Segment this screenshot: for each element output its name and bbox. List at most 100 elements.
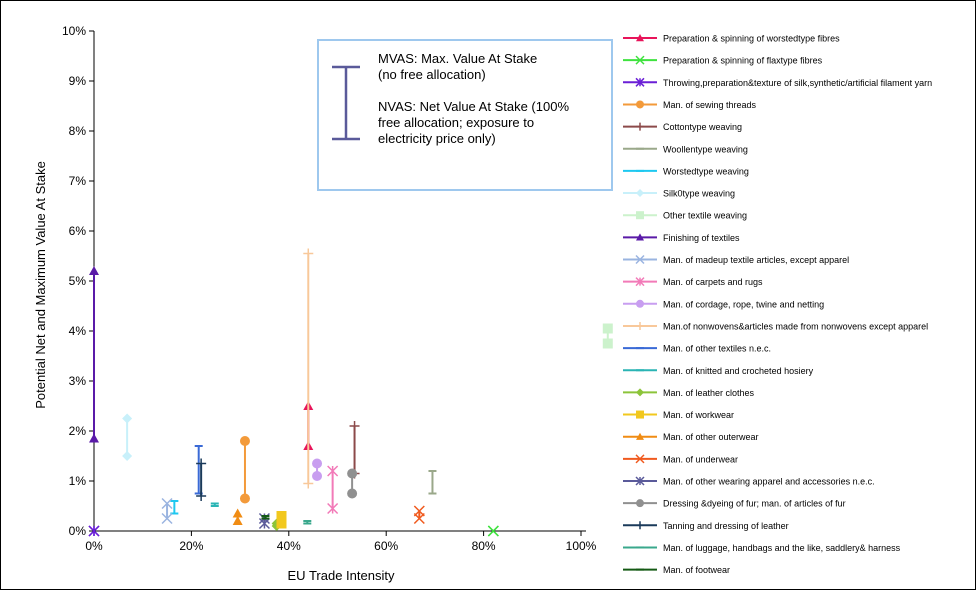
annotation-mvas: MVAS: Max. Value At Stake <box>378 51 537 66</box>
legend-marker <box>636 388 644 397</box>
legend-label: Man. of cordage, rope, twine and netting <box>663 299 824 309</box>
series-group <box>428 470 437 495</box>
legend-entry: Man. of carpets and rugs <box>623 277 763 287</box>
legend-label: Dressing &dyeing of fur; man. of article… <box>663 499 846 509</box>
y-tick-label: 8% <box>69 124 87 138</box>
mvas-point <box>122 413 133 424</box>
annotation-nvas-note2: electricity price only) <box>378 131 496 146</box>
legend-marker <box>636 521 644 530</box>
nvas-point <box>89 433 99 443</box>
legend-label: Finishing of textiles <box>663 233 740 243</box>
series-group <box>122 413 133 461</box>
y-tick-label: 2% <box>69 424 87 438</box>
nvas-point <box>347 488 358 499</box>
legend-label: Throwing,preparation&texture of silk,syn… <box>663 78 932 88</box>
legend-marker <box>636 122 644 131</box>
series-group <box>89 266 99 443</box>
y-tick-label: 6% <box>69 224 87 238</box>
series-group <box>602 323 613 349</box>
legend-marker <box>636 233 644 241</box>
nvas-point <box>327 502 339 515</box>
legend-entry: Finishing of textiles <box>623 233 740 243</box>
legend-label: Man. of leather clothes <box>663 388 755 398</box>
mvas-point <box>487 525 499 537</box>
mvas-point <box>161 497 173 510</box>
y-tick-label: 0% <box>69 524 87 538</box>
legend-entry: Preparation & spinning of flaxtype fibre… <box>623 55 823 66</box>
legend-entry: Man. of other wearing apparel and access… <box>623 476 875 487</box>
series-group <box>303 248 314 489</box>
legend-label: Worstedtype weaving <box>663 166 749 176</box>
legend-marker <box>635 476 645 486</box>
legend-label: Man. of other wearing apparel and access… <box>663 477 875 487</box>
series-group <box>413 505 425 525</box>
annotation-box: MVAS: Max. Value At Stake (no free alloc… <box>317 39 613 191</box>
x-tick-label: 60% <box>374 539 398 553</box>
x-tick-label: 20% <box>179 539 203 553</box>
legend-label: Cottontype weaving <box>663 122 742 132</box>
mvas-point <box>88 525 100 537</box>
legend-label: Other textile weaving <box>663 211 747 221</box>
legend-marker <box>635 77 645 87</box>
legend-entry: Man. of workwear <box>623 410 734 420</box>
annotation-nvas: NVAS: Net Value At Stake (100% <box>378 99 569 114</box>
series-group <box>261 515 270 520</box>
series-group <box>312 458 323 481</box>
nvas-point <box>196 491 207 501</box>
legend-marker <box>636 499 644 508</box>
legend-label: Man.of nonwovens&articles made from nonw… <box>663 321 928 331</box>
series-group <box>347 468 358 499</box>
nvas-point <box>303 478 314 489</box>
legend-marker <box>636 211 644 220</box>
nvas-point <box>122 451 133 461</box>
mvas-point <box>239 436 250 446</box>
nvas-point <box>312 471 323 481</box>
y-tick-label: 3% <box>69 374 87 388</box>
legend-entry: Man. of footwear <box>623 565 730 575</box>
mvas-point <box>413 505 425 517</box>
series-group <box>276 511 287 529</box>
nvas-point <box>239 493 250 504</box>
series-group <box>88 525 100 537</box>
x-tick-label: 40% <box>277 539 301 553</box>
legend-label: Man. of sewing threads <box>663 100 757 110</box>
x-axis-label: EU Trade Intensity <box>288 568 395 583</box>
legend-entry: Man. of underwear <box>623 454 738 464</box>
mvas-point <box>276 511 287 521</box>
y-tick-label: 7% <box>69 174 87 188</box>
mvas-point <box>602 323 613 334</box>
legend-marker <box>635 454 645 464</box>
legend-entry: Man. of knitted and crocheted hosiery <box>623 366 814 376</box>
mvas-point <box>312 458 323 469</box>
legend-entry: Man. of madeup textile articles, except … <box>623 254 849 265</box>
x-tick-label: 80% <box>472 539 496 553</box>
y-axis-label: Potential Net and Maximum Value At Stake <box>33 161 48 409</box>
legend-entry: Man.of nonwovens&articles made from nonw… <box>623 321 928 331</box>
legend-entry: Cottontype weaving <box>623 122 742 132</box>
nvas-point <box>161 512 173 525</box>
legend-entry: Man. of sewing threads <box>623 100 757 110</box>
x-tick-label: 0% <box>85 539 103 553</box>
legend-label: Man. of underwear <box>663 454 738 464</box>
mvas-point <box>303 248 314 259</box>
nvas-point <box>276 518 287 529</box>
legend-label: Man. of workwear <box>663 410 734 420</box>
legend-entry: Throwing,preparation&texture of silk,syn… <box>623 77 932 88</box>
series-group <box>232 508 243 525</box>
mvas-point <box>349 421 360 431</box>
legend-entry: Man. of other outerwear <box>623 432 759 442</box>
y-tick-label: 10% <box>62 24 86 38</box>
x-tick-label: 100% <box>566 539 597 553</box>
legend-entry: Man. of cordage, rope, twine and netting <box>623 299 824 309</box>
legend-entry: Man. of other textiles n.e.c. <box>623 344 771 354</box>
legend-entry: Other textile weaving <box>623 211 747 221</box>
series-group <box>161 497 173 525</box>
legend-label: Man. of carpets and rugs <box>663 277 763 287</box>
axes: 0% 1% 2% 3% 4% 5% 6% 7% 8% 9% 10% 0% 20% 40% 60% 80% 100… <box>62 24 597 553</box>
legend-label: Silk0type weaving <box>663 189 735 199</box>
mvas-point <box>347 468 358 479</box>
nvas-point <box>232 516 243 525</box>
plot-area <box>88 248 613 537</box>
legend-label: Man. of other textiles n.e.c. <box>663 344 771 354</box>
